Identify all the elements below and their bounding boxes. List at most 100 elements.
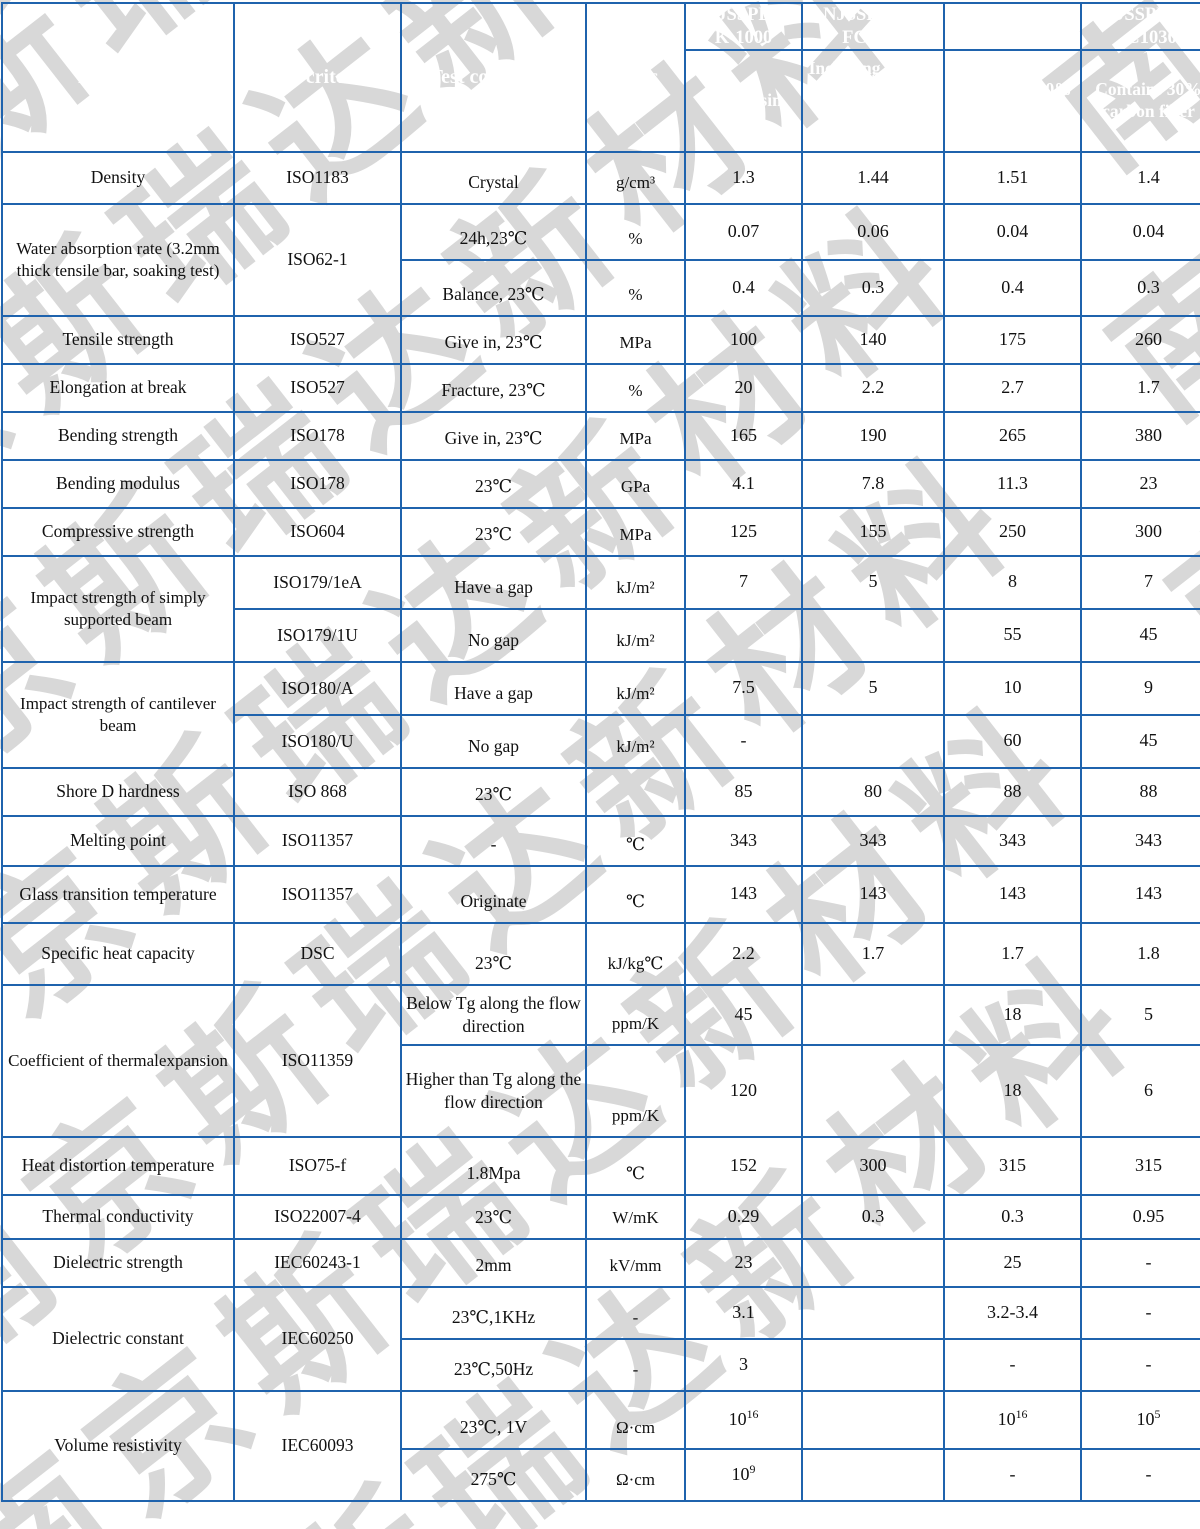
cell-units: ppm/K xyxy=(585,1043,686,1138)
cell-value-product-2 xyxy=(801,983,945,1046)
cell-test-conditions: Originate xyxy=(400,864,587,924)
cell-units: MPa xyxy=(585,410,686,461)
product-2-name-line2: FC1030 xyxy=(842,27,904,48)
cell-value-product-1 xyxy=(684,607,803,663)
cell-value-product-4: 88 xyxy=(1080,766,1200,817)
cell-value-product-4: 0.3 xyxy=(1080,258,1200,317)
product-3-name-line2: G1030 xyxy=(986,27,1039,48)
cell-value-product-4: 343 xyxy=(1080,814,1200,867)
cell-value-product-1: 165 xyxy=(684,410,803,461)
cell-value-product-3: 55 xyxy=(943,607,1082,663)
cell-test-criteria: ISO527 xyxy=(233,314,402,365)
cell-test-criteria: ISO 868 xyxy=(233,766,402,817)
cell-test-conditions: 23℃ xyxy=(400,766,587,817)
cell-value-product-1: 0.29 xyxy=(684,1193,803,1240)
cell-value-product-2 xyxy=(801,1337,945,1392)
cell-units: % xyxy=(585,202,686,261)
table-row: Dielectric constant IEC60250 23℃,1KHz -3.1 3… xyxy=(1,1285,1200,1392)
cell-test-item: Heat distortion temperature xyxy=(1,1135,235,1196)
cell-test-item: Glass transition temperature xyxy=(1,864,235,924)
table-row: Thermal conductivity ISO22007-4 23℃ W/mK 0.2… xyxy=(1,1193,1200,1240)
cell-test-criteria: ISO11357 xyxy=(233,864,402,924)
product-1-name-line2: K-1000 xyxy=(714,27,773,48)
cell-value-product-3: - xyxy=(943,1337,1082,1392)
column-header-test-items: Test items xyxy=(1,2,235,153)
cell-test-conditions: Fracture, 23℃ xyxy=(400,362,587,413)
cell-value-product-2: 143 xyxy=(801,864,945,924)
cell-value-product-1: 45 xyxy=(684,983,803,1046)
cell-value-product-3: 10 xyxy=(943,660,1082,716)
cell-units: kJ/m² xyxy=(585,607,686,663)
product-3-description: It contains 30% glass fiber xyxy=(943,49,1082,153)
table-body: Density ISO1183 Crystal g/cm³ 1.3 1.44 1.51 1.4… xyxy=(1,150,1200,1502)
cell-test-item: Tensile strength xyxy=(1,314,235,365)
header-row-descriptions: Pure resin Including carbon fiber + grap… xyxy=(2,49,1200,153)
cell-test-criteria: ISO11357 xyxy=(233,814,402,867)
cell-value-product-1: 2.2 xyxy=(684,921,803,986)
cell-test-conditions: 23℃,50Hz xyxy=(400,1337,587,1392)
cell-test-item: Shore D hardness xyxy=(1,766,235,817)
cell-test-criteria: ISO179/1eA xyxy=(233,554,402,610)
cell-value-product-1: 120 xyxy=(684,1043,803,1138)
cell-value-product-3: 343 xyxy=(943,814,1082,867)
cell-value-product-2 xyxy=(801,1447,945,1502)
column-header-product-1: NJSSPEE K-1000 xyxy=(684,1,803,52)
cell-units: GPa xyxy=(585,458,686,509)
cell-test-item: Bending modulus xyxy=(1,458,235,509)
cell-test-criteria: ISO604 xyxy=(233,506,402,557)
table-row: Elongation at break ISO527 Fracture, 23℃% 2… xyxy=(1,362,1200,413)
cell-units: MPa xyxy=(585,506,686,557)
cell-value-product-2: 343 xyxy=(801,814,945,867)
column-header-product-2: NJSSPEEK- FC1030 xyxy=(801,1,945,52)
product-3-name-line1: NJSSPEEK- xyxy=(962,5,1063,25)
cell-value-product-1: 125 xyxy=(684,506,803,557)
cell-value-product-3: 0.4 xyxy=(943,258,1082,317)
cell-value-product-4: 260 xyxy=(1080,314,1200,365)
product-1-description: Pure resin xyxy=(684,49,803,153)
cell-test-item: Dielectric strength xyxy=(1,1237,235,1288)
cell-units: kV/mm xyxy=(585,1237,686,1288)
cell-units: - xyxy=(585,1337,686,1392)
cell-value-product-4: 5 xyxy=(1080,983,1200,1046)
cell-value-product-4: 23 xyxy=(1080,458,1200,509)
cell-test-conditions: Have a gap xyxy=(400,660,587,716)
cell-value-product-2 xyxy=(801,607,945,663)
cell-value-product-2: 0.3 xyxy=(801,1193,945,1240)
cell-test-criteria: ISO180/U xyxy=(233,713,402,769)
cell-value-product-3: 143 xyxy=(943,864,1082,924)
column-header-product-4: NJSSPEEK -C1030 xyxy=(1080,1,1200,52)
cell-test-criteria: ISO179/1U xyxy=(233,607,402,663)
cell-units: % xyxy=(585,362,686,413)
cell-value-product-1: 23 xyxy=(684,1237,803,1288)
cell-test-item: Density xyxy=(1,150,235,205)
table-row: Melting point ISO11357- ℃ 343 343 343 343 xyxy=(1,814,1200,867)
cell-test-conditions: Below Tg along the flow direction xyxy=(400,983,587,1046)
table-header: Test items Test criteria Test conditions… xyxy=(1,1,1200,153)
cell-test-item: Thermal conductivity xyxy=(1,1193,235,1240)
cell-value-product-4: 45 xyxy=(1080,713,1200,769)
product-2-name-line1: NJSSPEEK- xyxy=(823,5,923,25)
cell-value-product-3: 175 xyxy=(943,314,1082,365)
cell-units: kJ/kg℃ xyxy=(585,921,686,986)
cell-units: MPa xyxy=(585,314,686,365)
cell-test-item: Specific heat capacity xyxy=(1,921,235,986)
cell-units: kJ/m² xyxy=(585,660,686,716)
cell-value-product-3: 18 xyxy=(943,983,1082,1046)
cell-value-product-2 xyxy=(801,713,945,769)
cell-value-product-1: 109 xyxy=(684,1447,803,1502)
cell-value-product-4: 380 xyxy=(1080,410,1200,461)
cell-test-criteria: ISO22007-4 xyxy=(233,1193,402,1240)
cell-value-product-2: 300 xyxy=(801,1135,945,1196)
cell-value-product-4: - xyxy=(1080,1285,1200,1340)
cell-units: W/mK xyxy=(585,1193,686,1240)
cell-value-product-4: 45 xyxy=(1080,607,1200,663)
cell-value-product-4: - xyxy=(1080,1447,1200,1502)
cell-value-product-4: 1.7 xyxy=(1080,362,1200,413)
cell-units: % xyxy=(585,258,686,317)
table-row: Heat distortion temperature ISO75-f 1.8Mpa… xyxy=(1,1135,1200,1196)
cell-test-item: Impact strength of cantilever beam xyxy=(1,660,235,769)
cell-test-item: Dielectric constant xyxy=(1,1285,235,1392)
product-4-name-line2: -C1030 xyxy=(1120,27,1177,48)
cell-test-conditions: 24h,23℃ xyxy=(400,202,587,261)
